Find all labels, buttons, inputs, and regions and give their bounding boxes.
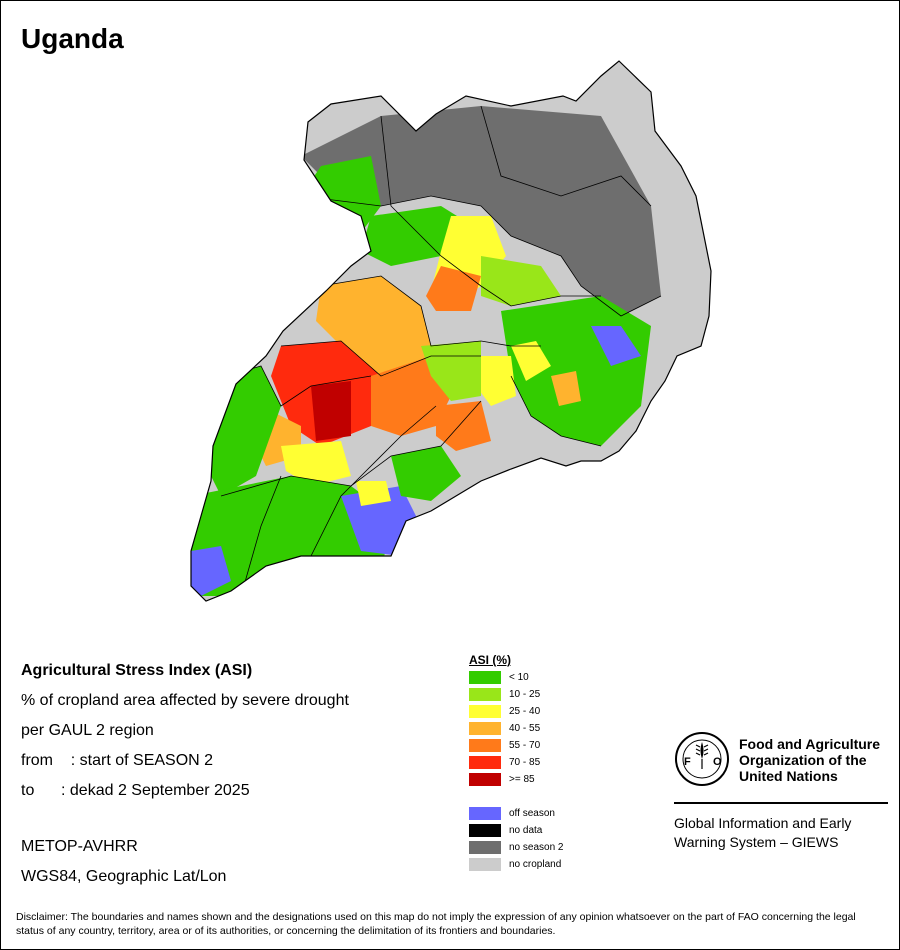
legend-label: no data [509,825,543,836]
legend-label: 55 - 70 [509,740,541,751]
region-lango-south [426,266,481,311]
legend-item: no season 2 [469,839,564,856]
region-kibaale [311,381,351,441]
period-from: from : start of SEASON 2 [21,752,214,769]
legend-swatch [469,773,501,786]
legend-item: no cropland [469,856,564,873]
legend-label: no cropland [509,859,562,870]
legend-swatch [469,824,501,837]
legend-label: 25 - 40 [509,706,541,717]
legend-item: 25 - 40 [469,703,564,720]
region-masaka-north [356,481,391,506]
fao-name-line: United Nations [739,768,838,784]
region-busoga [476,356,516,406]
legend-item: 55 - 70 [469,737,564,754]
period-to: to : dekad 2 September 2025 [21,782,250,799]
fao-name-line: Food and Agriculture [739,736,881,752]
country-border [190,60,712,602]
sensor-label: METOP-AVHRR [21,838,138,855]
svg-text:O: O [713,756,722,768]
legend-label: 10 - 25 [509,689,541,700]
legend-label: 70 - 85 [509,757,541,768]
region-elgon-off-season [591,326,641,366]
legend-swatch [469,722,501,735]
disclaimer-text: Disclaimer: The boundaries and names sho… [16,911,856,937]
map-info-block: Agricultural Stress Index (ASI) % of cro… [21,656,349,892]
legend-item: off season [469,805,564,822]
legend-swatch [469,705,501,718]
legend-swatch [469,756,501,769]
admin-boundaries [191,105,662,597]
legend-label: no season 2 [509,842,564,853]
legend-label: < 10 [509,672,529,683]
index-description: % of cropland area affected by severe dr… [21,692,349,709]
fao-logo-icon: FAO F O [675,732,729,786]
legend-label: off season [509,808,555,819]
index-heading: Agricultural Stress Index (ASI) [21,662,253,679]
region-kiboga [316,276,431,386]
legend-item: 40 - 55 [469,720,564,737]
legend-item: 70 - 85 [469,754,564,771]
svg-text:F: F [684,756,691,768]
region-teso-north [481,256,561,306]
legend-swatch [469,858,501,871]
uganda-asi-map [190,60,712,602]
legend-item: no data [469,822,564,839]
giews-name-line: Warning System – GIEWS [674,834,839,850]
legend-title: ASI (%) [469,653,511,667]
legend-swatch [469,807,501,820]
map-title: Uganda [21,23,124,54]
fao-name-line: Organization of the [739,752,867,768]
legend-swatch [469,671,501,684]
no-season-2-north [301,106,661,316]
region-kasese [281,441,351,486]
legend-label: 40 - 55 [509,723,541,734]
region-east-yellow-1 [511,341,551,381]
legend-item: 10 - 25 [469,686,564,703]
legend-item: < 10 [469,669,564,686]
fao-organization-name: Food and Agriculture Organization of the… [739,736,900,784]
giews-name-line: Global Information and Early [674,815,852,831]
legend-label: >= 85 [509,774,535,785]
fao-divider [674,802,888,804]
legend-swatch [469,688,501,701]
legend-swatch [469,841,501,854]
legend-swatch [469,739,501,752]
giews-name: Global Information and Early Warning Sys… [674,814,900,852]
index-region-unit: per GAUL 2 region [21,722,154,739]
asi-legend: ASI (%) < 10 10 - 25 25 - 40 40 - 55 55 … [469,653,564,873]
region-east-orange-1 [551,371,581,406]
region-jinja [436,401,491,451]
asi-regions [191,106,661,596]
region-kisoro-off-season [191,546,231,596]
legend-item: >= 85 [469,771,564,788]
projection-label: WGS84, Geographic Lat/Lon [21,868,227,885]
region-central-south [391,446,461,501]
